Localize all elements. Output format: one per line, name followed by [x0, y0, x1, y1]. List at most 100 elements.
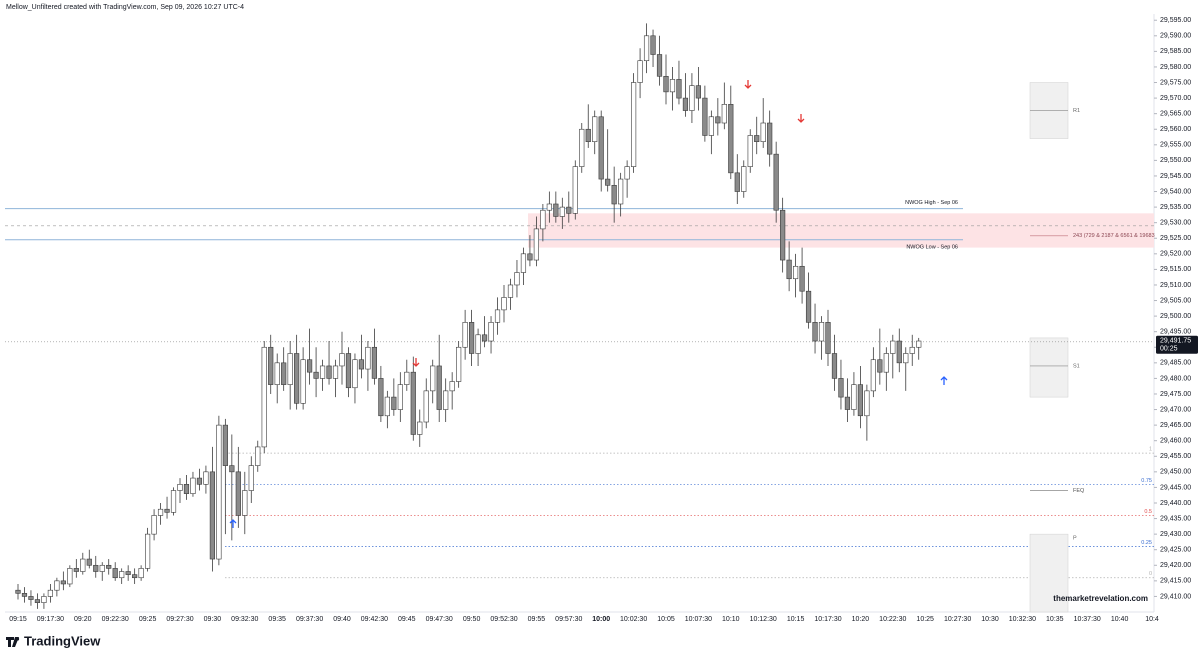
fib-label: 0.75: [1141, 478, 1152, 484]
candle-body: [812, 322, 818, 342]
candle-body: [851, 384, 857, 410]
x-tick-label: 09:47:30: [426, 616, 453, 623]
fib-label: 0.5: [1144, 509, 1152, 515]
candle-body: [501, 297, 507, 311]
fib-label: 0: [1149, 571, 1152, 577]
y-tick-label: 29,595.00: [1160, 17, 1191, 24]
candle-body: [540, 209, 546, 230]
candle-body: [916, 340, 922, 348]
y-tick-label: 29,445.00: [1160, 484, 1191, 491]
candle-body: [514, 272, 520, 286]
x-tick-label: 09:45: [398, 616, 416, 623]
feq-label: FEQ: [1073, 488, 1085, 494]
x-tick-label: 10:02:30: [620, 616, 647, 623]
pivot-label: P: [1073, 536, 1077, 542]
candle-body: [773, 153, 779, 211]
up-arrow: [229, 519, 237, 528]
x-tick-label: 10:12:30: [750, 616, 777, 623]
y-tick-label: 29,540.00: [1160, 188, 1191, 195]
candle-body: [650, 35, 656, 55]
x-tick-label: 09:52:30: [490, 616, 517, 623]
candle-body: [47, 589, 53, 597]
x-tick-label: 10:00: [592, 616, 610, 623]
candle-body: [371, 346, 378, 379]
candle-body: [468, 322, 475, 354]
y-tick-label: 29,475.00: [1160, 391, 1191, 398]
candle-body: [99, 564, 105, 572]
x-tick-label: 09:27:30: [166, 616, 193, 623]
y-tick-label: 29,575.00: [1160, 79, 1191, 86]
candle-body: [741, 166, 747, 192]
candle-body: [507, 284, 514, 298]
y-tick-label: 29,410.00: [1160, 593, 1191, 600]
candle-body: [242, 490, 248, 516]
y-tick-label: 29,545.00: [1160, 173, 1191, 180]
candle-body: [352, 359, 358, 389]
brand-name: TradingView: [24, 633, 101, 648]
x-tick-label: 10:20: [852, 616, 870, 623]
y-tick-label: 29,530.00: [1160, 220, 1191, 227]
candle-body: [60, 580, 66, 585]
pivot-box: [1029, 533, 1069, 613]
candle-body: [630, 82, 637, 167]
candle-body: [229, 465, 235, 473]
candle-body: [449, 381, 455, 392]
candle-body: [261, 346, 267, 448]
candle-body: [598, 116, 604, 180]
x-tick-label: 10:25: [916, 616, 934, 623]
candle-body: [67, 568, 73, 585]
candle-body: [106, 564, 112, 569]
y-tick-label: 29,570.00: [1160, 95, 1191, 102]
x-tick-label: 09:17:30: [37, 616, 64, 623]
candle-body: [384, 396, 390, 417]
candle-body: [618, 178, 624, 205]
candle-body: [54, 580, 60, 591]
pivot-label: R1: [1073, 108, 1080, 114]
zone-label: 243 (729 & 2187 & 6561 & 19683: [1073, 233, 1155, 239]
level-label: NWOG High - Sep 06: [905, 200, 958, 206]
candle-body: [112, 568, 118, 579]
candle-body: [281, 362, 287, 385]
candle-body: [805, 290, 812, 323]
candle-body: [475, 334, 481, 354]
candle-body: [300, 359, 306, 404]
candle-body: [21, 593, 28, 597]
y-tick-label: 29,435.00: [1160, 515, 1191, 522]
candle-body: [734, 172, 740, 192]
signal-arrows: [229, 80, 948, 528]
y-tick-label: 29,465.00: [1160, 422, 1191, 429]
candle-body: [792, 265, 799, 280]
candle-body: [721, 104, 727, 124]
y-tick-label: 29,460.00: [1160, 438, 1191, 445]
candle-body: [378, 378, 384, 417]
zone: [528, 213, 1154, 248]
countdown-label: 00:25: [1160, 346, 1178, 353]
candle-body: [151, 515, 157, 535]
candle-body: [222, 424, 228, 466]
candle-body: [306, 359, 313, 373]
candle-body: [754, 135, 760, 142]
brand-logo: TradingView: [6, 633, 101, 648]
candle-body: [430, 365, 436, 392]
candle-body: [462, 322, 468, 348]
candle-body: [86, 558, 92, 566]
candle-body: [592, 116, 598, 142]
fib-label: 1: [1149, 447, 1152, 453]
candle-body: [857, 384, 863, 417]
pivot-label: S1: [1073, 363, 1080, 369]
candle-body: [119, 571, 125, 579]
x-tick-label: 09:22:30: [102, 616, 129, 623]
candle-body: [190, 477, 196, 494]
x-tick-label: 10:4: [1145, 616, 1159, 623]
candle-body: [527, 253, 533, 261]
candle-body: [572, 166, 578, 214]
level-label: NWOG Low - Sep 06: [906, 244, 958, 250]
candle-body: [157, 508, 164, 516]
y-tick-label: 29,515.00: [1160, 266, 1191, 273]
candle-body: [903, 353, 909, 364]
candle-body: [663, 75, 669, 93]
x-tick-label: 10:37:30: [1074, 616, 1101, 623]
candle-body: [520, 253, 527, 273]
candle-body: [203, 471, 209, 485]
